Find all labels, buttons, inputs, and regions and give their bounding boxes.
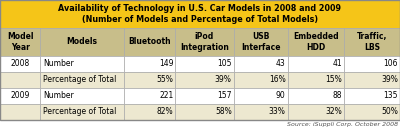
Text: 82%: 82% [157, 107, 173, 117]
Bar [175, 56, 234, 72]
Bar [124, 28, 175, 56]
Text: Number: Number [43, 92, 74, 101]
Text: 39%: 39% [215, 75, 232, 84]
Bar [344, 104, 400, 120]
Bar [0, 56, 40, 72]
Text: 105: 105 [217, 60, 232, 69]
Bar [288, 72, 344, 88]
Text: Model
Year: Model Year [7, 32, 34, 52]
Bar [0, 72, 40, 88]
Text: 15%: 15% [325, 75, 342, 84]
Bar [234, 56, 288, 72]
Text: 2008: 2008 [10, 60, 30, 69]
Bar [124, 104, 175, 120]
Bar [234, 104, 288, 120]
Bar [234, 72, 288, 88]
Text: 88: 88 [332, 92, 342, 101]
Bar [40, 104, 124, 120]
Text: 33%: 33% [269, 107, 286, 117]
Text: Availability of Technology in U.S. Car Models in 2008 and 2009
(Number of Models: Availability of Technology in U.S. Car M… [58, 4, 342, 24]
Bar [0, 88, 40, 104]
Bar [0, 28, 40, 56]
Text: 157: 157 [217, 92, 232, 101]
Text: 90: 90 [276, 92, 286, 101]
Text: Traffic,
LBS: Traffic, LBS [357, 32, 387, 52]
Text: 55%: 55% [156, 75, 173, 84]
Bar [344, 28, 400, 56]
Text: 39%: 39% [381, 75, 398, 84]
Bar [234, 28, 288, 56]
Text: 32%: 32% [325, 107, 342, 117]
Bar [175, 104, 234, 120]
Bar [175, 88, 234, 104]
Bar [0, 0, 400, 28]
Text: 135: 135 [384, 92, 398, 101]
Text: 2009: 2009 [10, 92, 30, 101]
Bar [344, 56, 400, 72]
Text: 41: 41 [332, 60, 342, 69]
Text: Percentage of Total: Percentage of Total [43, 107, 116, 117]
Bar [124, 88, 175, 104]
Bar [288, 56, 344, 72]
Bar [288, 88, 344, 104]
Bar [40, 56, 124, 72]
Bar [175, 28, 234, 56]
Bar [0, 104, 40, 120]
Text: 58%: 58% [215, 107, 232, 117]
Text: 43: 43 [276, 60, 286, 69]
Text: 106: 106 [384, 60, 398, 69]
Bar [40, 72, 124, 88]
Bar [0, 0, 400, 120]
Bar [288, 104, 344, 120]
Bar [40, 28, 124, 56]
Text: Embedded
HDD: Embedded HDD [293, 32, 338, 52]
Text: Source: iSuppli Corp. October 2008: Source: iSuppli Corp. October 2008 [287, 122, 398, 127]
Text: Models: Models [66, 38, 98, 47]
Bar [234, 88, 288, 104]
Bar [288, 28, 344, 56]
Text: iPod
Integration: iPod Integration [180, 32, 229, 52]
Text: USB
Interface: USB Interface [241, 32, 280, 52]
Text: 221: 221 [159, 92, 173, 101]
Text: Number: Number [43, 60, 74, 69]
Text: 149: 149 [159, 60, 173, 69]
Bar [344, 72, 400, 88]
Bar [175, 72, 234, 88]
Text: Percentage of Total: Percentage of Total [43, 75, 116, 84]
Bar [40, 88, 124, 104]
Text: Bluetooth: Bluetooth [128, 38, 171, 47]
Text: 50%: 50% [381, 107, 398, 117]
Bar [344, 88, 400, 104]
Text: 16%: 16% [269, 75, 286, 84]
Bar [124, 72, 175, 88]
Bar [124, 56, 175, 72]
